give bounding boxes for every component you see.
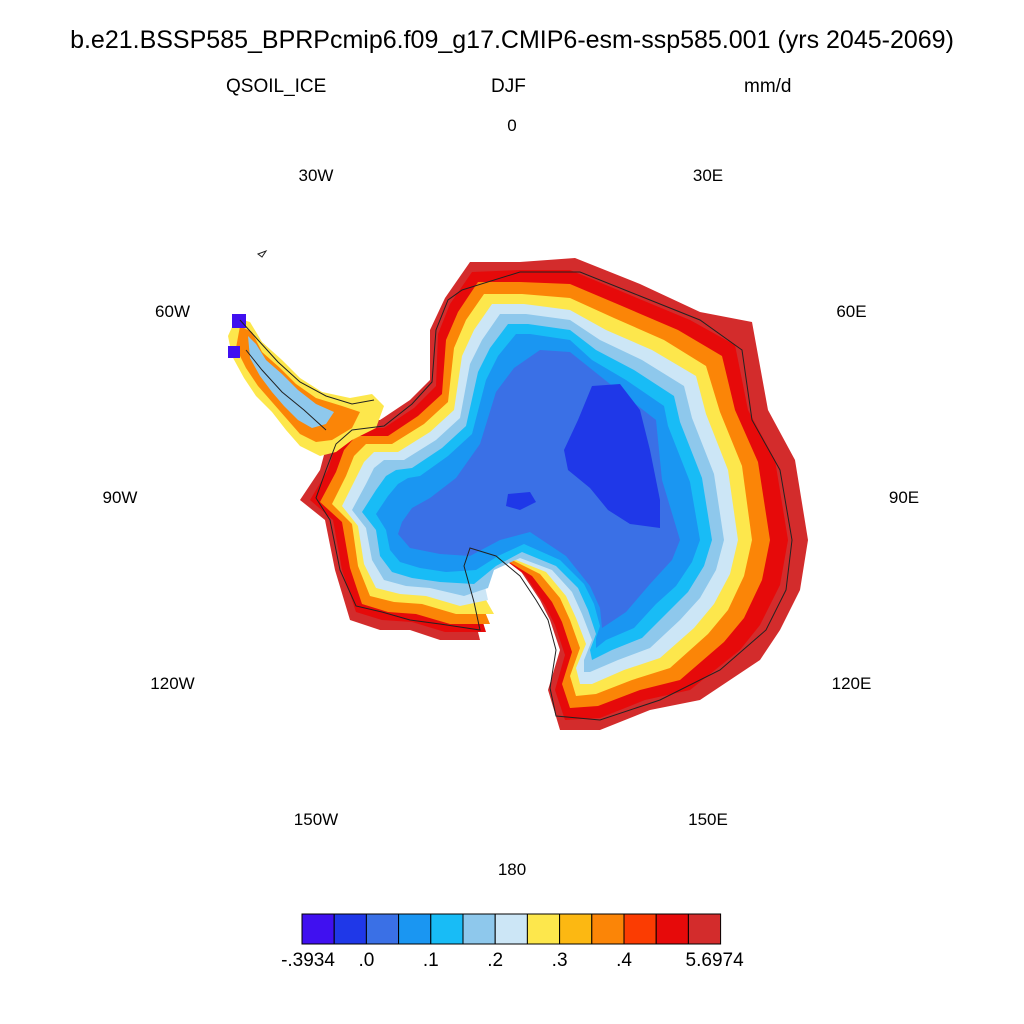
longitude-label-lon-120w: 120W	[150, 674, 195, 693]
colorbar-box	[462, 913, 496, 945]
longitude-label-lon-120e: 120E	[831, 674, 872, 693]
peninsula-tip-violet	[232, 314, 246, 328]
coastline-outline	[315, 271, 793, 721]
plot-title: b.e21.BSSP585_BPRPcmip6.f09_g17.CMIP6-es…	[70, 26, 954, 54]
colorbar-tick-label: .4	[616, 950, 632, 971]
colorbar-box	[623, 913, 657, 945]
colorbar-box	[494, 913, 528, 945]
colorbar-tick-label: 5.6974	[685, 950, 744, 971]
peninsula-band-lightblue	[248, 336, 334, 428]
colorbar-tick-label: .0	[358, 950, 375, 971]
longitude-label-lon-150e: 150E	[688, 810, 728, 830]
colorbar-box	[430, 913, 464, 945]
variable-label: QSOIL_ICE	[226, 76, 327, 97]
colorbar-box	[301, 913, 335, 945]
colorbar-box	[655, 913, 689, 945]
interior-core-patch	[506, 492, 536, 510]
longitude-label-lon-0: 0	[507, 116, 517, 135]
colorbar-box	[687, 913, 722, 945]
colorbar-box	[526, 913, 561, 945]
colorbar-tick-label: .2	[487, 950, 504, 971]
longitude-label-lon-30w: 30W	[298, 165, 334, 185]
peninsula-tip-violet-2	[228, 346, 240, 358]
season-label: DJF	[491, 76, 526, 97]
colorbar-box	[398, 913, 432, 945]
colorbar-box	[591, 913, 625, 945]
colorbar-box	[333, 913, 367, 945]
colorbar-tick-label: -.3934	[281, 950, 335, 971]
longitude-label-lon-60w: 60W	[155, 302, 190, 321]
interior-core-darkblue	[564, 384, 660, 528]
colorbar-box	[559, 913, 593, 945]
units-label: mm/d	[744, 76, 792, 97]
longitude-label-lon-30e: 30E	[692, 165, 724, 185]
colorbar-tick-label: .1	[422, 950, 439, 971]
peninsula-outline	[239, 319, 375, 431]
colorbar-box	[365, 913, 400, 945]
longitude-label-lon-90w: 90W	[102, 488, 138, 507]
island-outline	[256, 249, 268, 258]
longitude-label-lon-150w: 150W	[293, 810, 339, 830]
longitude-label-lon-180: 180	[497, 860, 527, 879]
colorbar-tick-label: .3	[551, 950, 568, 971]
longitude-label-lon-90e: 90E	[888, 488, 920, 507]
longitude-label-lon-60e: 60E	[836, 302, 867, 321]
